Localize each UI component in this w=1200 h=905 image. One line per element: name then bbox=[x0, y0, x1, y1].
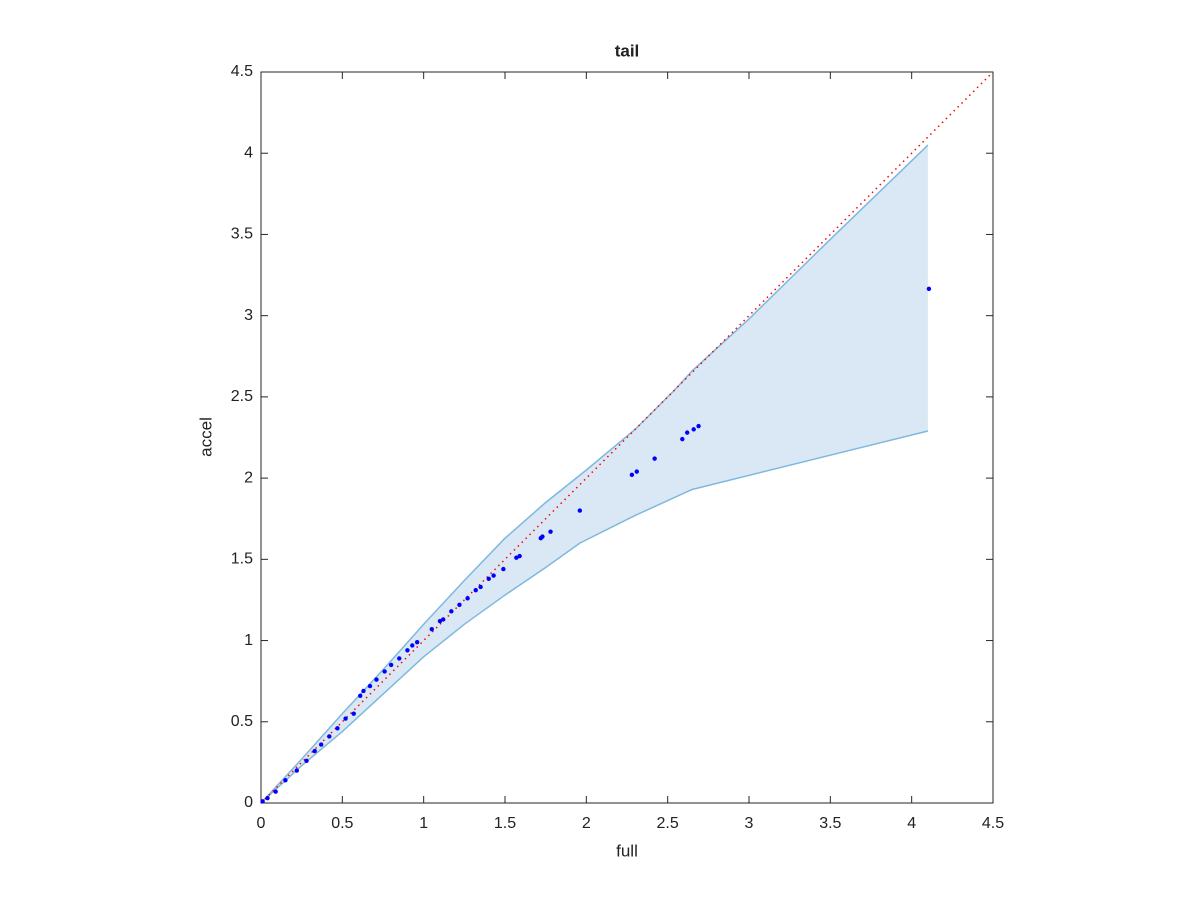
confidence-band bbox=[261, 145, 928, 804]
scatter-point bbox=[491, 573, 496, 578]
chart-title: tail bbox=[615, 41, 640, 60]
x-tick-label: 1 bbox=[419, 815, 428, 832]
scatter-point bbox=[414, 639, 420, 645]
scatter-point bbox=[684, 430, 690, 435]
scatter-point bbox=[374, 677, 379, 682]
scatter-point bbox=[538, 536, 543, 541]
scatter-point bbox=[304, 758, 309, 763]
scatter-point bbox=[577, 508, 583, 513]
y-tick-label: 3.5 bbox=[231, 226, 253, 243]
reference-line bbox=[260, 71, 994, 804]
scatter-point bbox=[273, 789, 278, 794]
scatter-point bbox=[691, 427, 696, 432]
scatter-point bbox=[501, 566, 506, 572]
x-tick-label: 3 bbox=[745, 815, 754, 832]
band-upper bbox=[260, 144, 929, 804]
scatter-point bbox=[283, 778, 288, 783]
y-tick-label: 0 bbox=[244, 794, 253, 811]
scatter-point bbox=[358, 693, 363, 698]
scatter-point bbox=[405, 648, 410, 653]
x-tick-label: 2 bbox=[582, 815, 591, 832]
band-lower bbox=[260, 430, 929, 804]
scatter-point bbox=[449, 609, 454, 614]
y-tick-label: 4.5 bbox=[231, 63, 253, 80]
y-tick-label: 3 bbox=[244, 307, 253, 324]
scatter-point bbox=[478, 584, 483, 590]
scatter-point bbox=[260, 799, 265, 804]
x-axis-label: full bbox=[616, 841, 638, 860]
scatter-point bbox=[457, 602, 462, 608]
scatter-point bbox=[486, 576, 491, 582]
x-tick-label: 3.5 bbox=[819, 815, 841, 832]
y-tick-label: 1 bbox=[244, 632, 253, 649]
scatter-point bbox=[437, 618, 443, 624]
y-axis-label: accel bbox=[196, 417, 215, 457]
scatter-point bbox=[680, 436, 685, 442]
scatter-point bbox=[382, 669, 387, 674]
scatter-point bbox=[397, 656, 402, 661]
scatter-point bbox=[440, 617, 446, 622]
scatter-point bbox=[517, 553, 522, 559]
x-tick-label: 4.5 bbox=[982, 815, 1004, 832]
x-tick-label: 0 bbox=[257, 815, 266, 832]
scatter-point bbox=[926, 286, 932, 292]
y-tick-label: 4 bbox=[244, 144, 253, 161]
scatter-point bbox=[548, 529, 553, 534]
scatter-point bbox=[367, 683, 373, 689]
scatter-point bbox=[343, 716, 348, 721]
scatter-point bbox=[265, 795, 270, 801]
y-tick-label: 1.5 bbox=[231, 551, 253, 568]
axes-box bbox=[260, 71, 994, 804]
scatter-point bbox=[514, 555, 519, 560]
scatter-point bbox=[361, 688, 366, 694]
scatter-point bbox=[410, 643, 415, 648]
scatter-point bbox=[335, 726, 340, 731]
x-tick-label: 1.5 bbox=[494, 815, 516, 832]
scatter-point bbox=[429, 626, 434, 632]
x-tick-label: 0.5 bbox=[331, 815, 353, 832]
scatter-point bbox=[473, 587, 478, 593]
scatter-point bbox=[294, 768, 299, 773]
x-tick-label: 2.5 bbox=[657, 815, 679, 832]
scatter-point bbox=[351, 711, 356, 716]
scatter-point bbox=[327, 734, 332, 739]
x-tick-label: 4 bbox=[907, 815, 916, 832]
scatter-point bbox=[696, 423, 701, 429]
y-tick-label: 2.5 bbox=[231, 388, 253, 405]
scatter-point bbox=[318, 742, 324, 747]
y-tick-label: 0.5 bbox=[231, 713, 253, 730]
scatter-point bbox=[388, 662, 394, 668]
scatter-point bbox=[652, 456, 657, 461]
scatter-point bbox=[465, 596, 470, 601]
scatter-point bbox=[312, 748, 317, 754]
scatter-point bbox=[629, 472, 635, 478]
scatter-point bbox=[634, 469, 639, 474]
y-tick-label: 2 bbox=[244, 469, 253, 486]
